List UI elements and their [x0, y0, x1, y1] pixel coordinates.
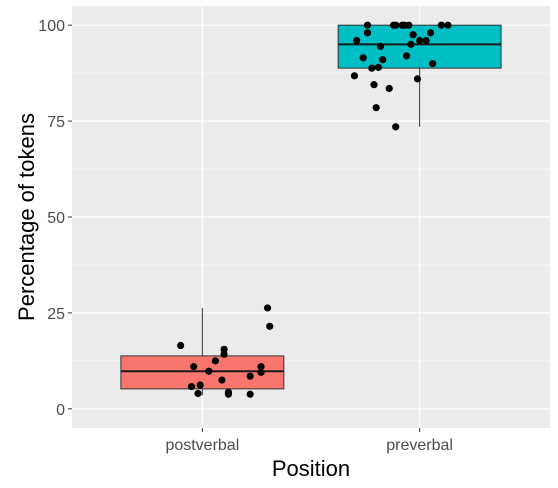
y-tick-label: 25: [47, 306, 65, 323]
data-point: [429, 59, 437, 68]
data-point: [409, 31, 417, 39]
data-point: [422, 36, 430, 45]
data-point: [211, 357, 219, 365]
data-point: [368, 64, 376, 72]
data-point: [403, 52, 411, 60]
data-point: [257, 368, 265, 376]
data-point: [363, 29, 372, 37]
y-axis: 0 25 50 75 100: [38, 18, 72, 419]
y-tick-label: 75: [47, 114, 65, 131]
data-point: [350, 72, 359, 80]
data-point: [374, 63, 382, 71]
y-tick-label: 0: [56, 402, 65, 419]
data-point: [444, 21, 452, 29]
data-point: [363, 21, 372, 29]
data-point: [224, 390, 233, 398]
data-point: [359, 54, 367, 62]
data-point: [407, 40, 415, 48]
data-point: [177, 341, 185, 350]
data-point: [246, 390, 254, 398]
data-point: [205, 367, 213, 375]
data-point: [370, 81, 378, 89]
data-point: [266, 322, 274, 330]
data-point: [218, 376, 226, 384]
data-point: [376, 42, 385, 50]
data-point: [385, 84, 393, 93]
x-axis-title: Position: [272, 456, 350, 481]
point-layer: [177, 21, 452, 398]
x-tick-label: postverbal: [165, 437, 239, 454]
data-point: [246, 372, 254, 380]
data-point: [426, 29, 435, 37]
data-point: [392, 123, 400, 131]
data-point: [190, 363, 198, 371]
data-point: [372, 104, 380, 112]
data-point: [353, 36, 361, 45]
data-point: [220, 345, 228, 353]
data-point: [379, 56, 387, 64]
data-point: [187, 382, 196, 391]
y-axis-title: Percentage of tokens: [14, 113, 39, 321]
data-point: [405, 21, 413, 29]
y-tick-label: 100: [38, 18, 65, 35]
data-point: [416, 36, 424, 45]
data-point: [194, 389, 202, 398]
box-preverbal: [337, 24, 502, 127]
data-point: [437, 21, 445, 29]
data-point: [196, 381, 204, 389]
box-layer: [120, 24, 502, 396]
data-point: [392, 21, 400, 29]
box-iqr: [337, 24, 502, 69]
data-point: [263, 304, 272, 312]
data-point: [220, 350, 228, 358]
y-tick-label: 50: [47, 210, 65, 227]
x-tick-label: preverbal: [386, 437, 453, 454]
x-axis: postverbal preverbal: [165, 428, 453, 454]
data-point: [257, 363, 265, 371]
data-point: [413, 75, 422, 83]
